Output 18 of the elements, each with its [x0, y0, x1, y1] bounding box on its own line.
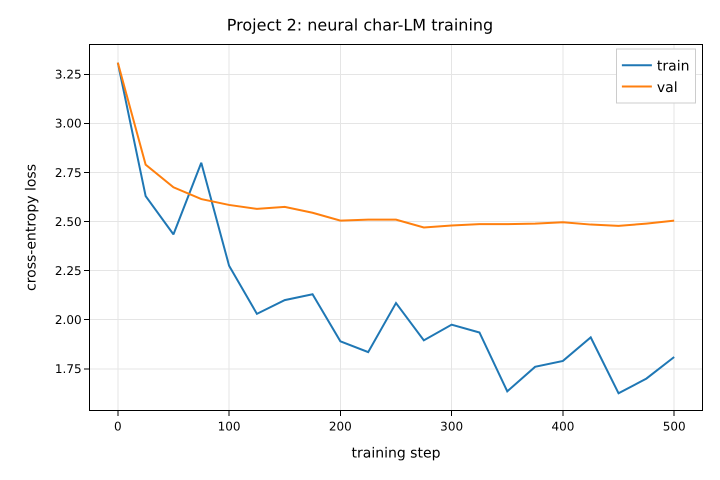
x-tick-label: 200 [328, 419, 352, 434]
x-tick-label: 100 [218, 419, 241, 434]
legend-label: train [656, 58, 690, 75]
y-tick-label: 3.00 [54, 116, 82, 131]
x-tick-label: 300 [440, 419, 464, 434]
x-axis-title: training step [352, 446, 441, 462]
y-tick-label: 2.00 [54, 312, 82, 327]
x-tick-label: 0 [114, 419, 122, 434]
chart-title: Project 2: neural char-LM training [226, 15, 494, 34]
y-tick-label: 3.25 [54, 68, 82, 82]
legend-label: val [656, 80, 678, 96]
x-tick-label: 500 [662, 419, 686, 434]
y-axis-title: cross-entropy loss [23, 164, 40, 292]
x-tick-label: 400 [551, 419, 574, 434]
y-tick-label: 1.75 [54, 362, 82, 376]
y-tick-label: 2.75 [54, 166, 82, 180]
y-tick-label: 2.25 [54, 264, 82, 278]
y-tick-label: 2.50 [54, 214, 82, 229]
